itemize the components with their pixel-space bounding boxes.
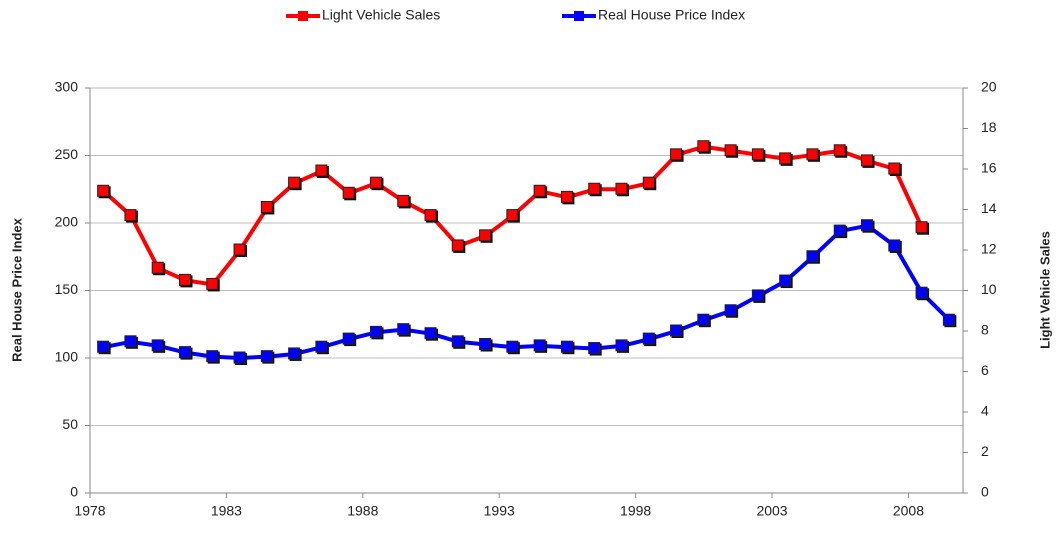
marker: [915, 286, 928, 299]
marker: [560, 190, 573, 203]
marker: [833, 144, 846, 157]
marker: [533, 184, 546, 197]
marker: [642, 176, 655, 189]
marker: [915, 221, 928, 234]
marker: [861, 219, 874, 232]
y2-tick-label: 16: [981, 160, 997, 176]
y2-tick-label: 6: [981, 362, 989, 378]
marker: [178, 346, 191, 359]
marker: [97, 184, 110, 197]
marker: [206, 277, 219, 290]
marker: [615, 182, 628, 195]
marker: [615, 339, 628, 352]
marker: [533, 339, 546, 352]
x-tick-label: 2003: [756, 503, 787, 519]
marker: [670, 324, 683, 337]
x-tick-label: 1998: [620, 503, 651, 519]
marker: [506, 209, 519, 222]
marker: [806, 148, 819, 161]
marker: [833, 224, 846, 237]
y2-axis-title: Light Vehicle Sales: [1037, 231, 1052, 349]
x-tick-label: 2008: [893, 503, 924, 519]
y-tick-label: 50: [62, 416, 78, 432]
marker: [806, 250, 819, 263]
y2-tick-label: 8: [981, 322, 989, 338]
y2-tick-label: 10: [981, 281, 997, 297]
y2-tick-label: 14: [981, 200, 997, 216]
marker: [588, 342, 601, 355]
marker: [888, 162, 901, 175]
y2-tick-label: 20: [981, 79, 997, 95]
marker: [342, 186, 355, 199]
y-tick-label: 100: [55, 349, 79, 365]
y-tick-label: 150: [55, 281, 79, 297]
marker: [124, 335, 137, 348]
marker: [724, 144, 737, 157]
marker: [861, 154, 874, 167]
marker: [342, 332, 355, 345]
marker: [479, 338, 492, 350]
marker: [151, 261, 164, 274]
marker: [397, 194, 410, 207]
marker: [697, 313, 710, 326]
series-line: [103, 223, 951, 360]
marker: [942, 313, 955, 326]
x-tick-label: 1978: [74, 503, 105, 519]
y2-tick-label: 2: [981, 443, 989, 459]
marker: [642, 332, 655, 345]
marker: [751, 289, 764, 302]
y2-tick-label: 4: [981, 403, 989, 419]
y-tick-label: 0: [70, 484, 78, 500]
marker: [779, 152, 792, 165]
y-tick-label: 300: [55, 79, 79, 95]
y2-tick-label: 0: [981, 484, 989, 500]
y-tick-label: 200: [55, 214, 79, 230]
x-tick-label: 1988: [347, 503, 378, 519]
marker: [260, 200, 273, 213]
marker: [424, 209, 437, 222]
legend-label: Light Vehicle Sales: [322, 7, 440, 23]
marker: [206, 350, 219, 363]
legend-marker: [574, 11, 584, 21]
marker: [697, 140, 710, 153]
marker: [151, 339, 164, 352]
marker: [588, 182, 601, 195]
marker: [560, 340, 573, 353]
marker: [724, 304, 737, 317]
marker: [315, 340, 328, 353]
marker: [124, 209, 137, 222]
legend-marker: [298, 11, 308, 21]
marker: [451, 335, 464, 348]
marker: [369, 176, 382, 189]
marker: [178, 273, 191, 286]
marker: [397, 323, 410, 336]
marker: [288, 347, 301, 360]
marker: [888, 239, 901, 252]
marker: [479, 229, 492, 242]
x-tick-label: 1983: [211, 503, 242, 519]
legend-label: Real House Price Index: [598, 7, 745, 23]
y-tick-label: 250: [55, 146, 79, 162]
y2-tick-label: 12: [981, 241, 997, 257]
marker: [424, 327, 437, 340]
marker: [670, 148, 683, 161]
marker: [288, 176, 301, 189]
y2-tick-label: 18: [981, 119, 997, 135]
y-axis-title: Real House Price Index: [9, 217, 24, 362]
marker: [451, 239, 464, 252]
marker: [97, 340, 110, 353]
x-tick-label: 1993: [484, 503, 515, 519]
marker: [315, 164, 328, 177]
marker: [506, 340, 519, 353]
marker: [369, 325, 382, 338]
marker: [233, 243, 246, 256]
marker: [233, 351, 246, 364]
marker: [779, 274, 792, 287]
marker: [260, 350, 273, 363]
marker: [751, 148, 764, 161]
